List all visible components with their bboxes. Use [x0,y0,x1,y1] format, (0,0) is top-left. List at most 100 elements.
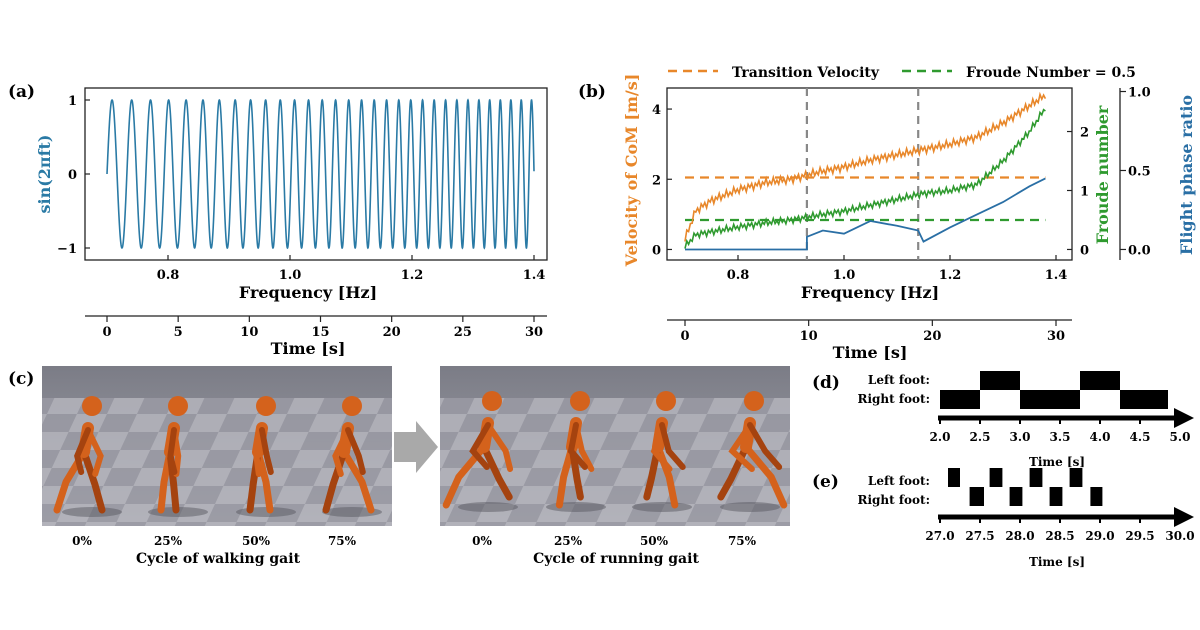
panel-e-label: (e) [812,472,839,492]
figure-shadow [322,507,382,517]
panel-b-time-tick-label: 0 [680,329,689,344]
panel-a-xtick-label: 1.4 [523,268,546,283]
humanoid-figures [53,391,788,517]
panel-a-time-tick-label: 15 [311,325,329,340]
panel-b-time-tick-label: 20 [923,329,941,344]
gait-tick-label: 28.5 [1045,529,1074,543]
panel-a-time-tick-label: 10 [240,325,258,340]
figure-arm [728,422,755,472]
humanoid-figure [322,396,382,517]
right-foot-contact [1020,390,1080,409]
figure-head [342,396,362,416]
figure-arm [659,422,686,470]
gait-tick-label: 27.0 [925,529,954,543]
figure-head [744,391,764,411]
running-percent-label: 0% [472,534,492,548]
gait-tick-label: 29.0 [1085,529,1114,543]
right-foot-contact [969,487,984,506]
panel-b-time-tick-label: 10 [800,329,818,344]
panel-b-ylabel-froude: Froude number [1093,105,1112,244]
panel-a-ytick-label: 0 [68,168,77,183]
figure-arm [573,422,595,472]
panel-b-ytick-label: 0 [652,243,661,258]
panel-c-label: (c) [8,369,34,389]
figure-head [82,396,102,416]
left-foot-contact [980,371,1020,390]
figure-arm [259,427,274,475]
humanoid-figure [546,391,606,512]
panel-b-time-ticks: 0 10 20 30 [680,320,1065,344]
gait-tick-label: 4.5 [1130,430,1151,444]
figure-head [168,396,188,416]
panel-e-gait-diagram: 27.0 27.5 28.0 28.5 29.0 29.5 30.0 [925,468,1195,543]
gait-tick-label: 4.0 [1090,430,1111,444]
panel-b-froude-tick-label: 2 [1080,126,1089,141]
panel-a-ytick-label: −1 [57,242,77,257]
figure-arm [74,427,91,475]
walking-gait-caption: Cycle of walking gait [136,551,301,567]
figure-head [656,391,676,411]
legend-froude-label: Froude Number = 0.5 [966,65,1136,81]
gait-axis-arrow-icon [1174,507,1194,527]
gait-tick-label: 29.5 [1125,529,1154,543]
gait-tick-label: 3.5 [1050,430,1071,444]
panel-e-xlabel: Time [s] [1029,555,1085,569]
panel-b-ylabel-flight: Flight phase ratio [1177,95,1196,256]
humanoid-figure [717,391,788,512]
left-foot-contact [1069,468,1083,487]
panel-b-flight-tick-label: 0.5 [1128,164,1151,179]
figure-shadow [720,502,780,512]
figure-arm [345,427,366,475]
figure-shadow [546,502,606,512]
running-gait-caption: Cycle of running gait [533,551,699,567]
panel-a-time-tick-label: 30 [525,325,543,340]
panel-a-time-label: Time [s] [271,339,346,358]
right-foot-contact [940,390,980,409]
panel-a-xlabel: Frequency [Hz] [239,283,377,302]
panel-b-xticks: 0.8 1.0 1.2 1.4 [727,255,1068,283]
panel-b-yticks-froude: 0 1 2 [1067,126,1089,258]
left-foot-contact [1029,468,1043,487]
humanoid-figure [53,396,122,517]
humanoid-figure [632,391,692,512]
figure-arm [167,427,178,475]
gait-tick-label: 5.0 [1170,430,1191,444]
figure-arm [747,422,783,470]
panel-d-label: (d) [812,373,840,393]
gait-axis-arrow-icon [1174,408,1194,428]
left-foot-contact [948,468,960,487]
figure-leg [254,448,274,514]
panel-b-xtick-label: 1.4 [1045,268,1068,283]
figure-head [256,396,276,416]
panel-b-ytick-label: 4 [652,103,661,118]
panel-b-flight-tick-label: 1.0 [1128,86,1151,101]
panel-a-xtick-label: 0.8 [157,268,180,283]
panel-a-yticks: −1 0 1 [57,94,90,257]
figure-arm [485,422,514,472]
panel-a-ylabel: sin(2πft) [35,135,54,214]
walking-percent-labels: 0% 25% 50% 75% [72,534,357,548]
panel-b-chart: 0 2 4 0 1 2 0.0 0.5 1.0 0.8 1.0 1.2 1.4 Velocity … [622,74,1196,362]
panel-b-xtick-label: 1.2 [939,268,962,283]
figure-arm [567,422,588,470]
running-percent-label: 50% [640,534,669,548]
panel-d-left-foot-label: Left foot: [868,373,930,387]
figure-arm [253,427,265,477]
running-percent-label: 75% [728,534,757,548]
panel-b-marks [684,88,1047,260]
panel-b-legend: Transition Velocity Froude Number = 0.5 [668,65,1136,81]
panel-a-chart: −1 0 1 0.8 1.0 1.2 1.4 sin(2πft) Frequency [H… [35,87,548,358]
panel-b-xlabel: Frequency [Hz] [801,283,939,302]
figure-shadow [236,507,296,517]
panel-e-left-foot-label: Left foot: [868,474,930,488]
panel-a-time-tick-label: 20 [383,325,401,340]
walking-percent-label: 0% [72,534,92,548]
figure-leg [340,448,375,514]
panel-a-time-ticks: 0 5 10 15 20 25 30 [102,316,543,340]
sine-series-line [106,98,535,250]
figure-arm [332,427,351,477]
panel-a-xticks: 0.8 1.0 1.2 1.4 [157,255,546,283]
walking-percent-label: 50% [242,534,271,548]
panel-b-frame [666,87,1073,261]
